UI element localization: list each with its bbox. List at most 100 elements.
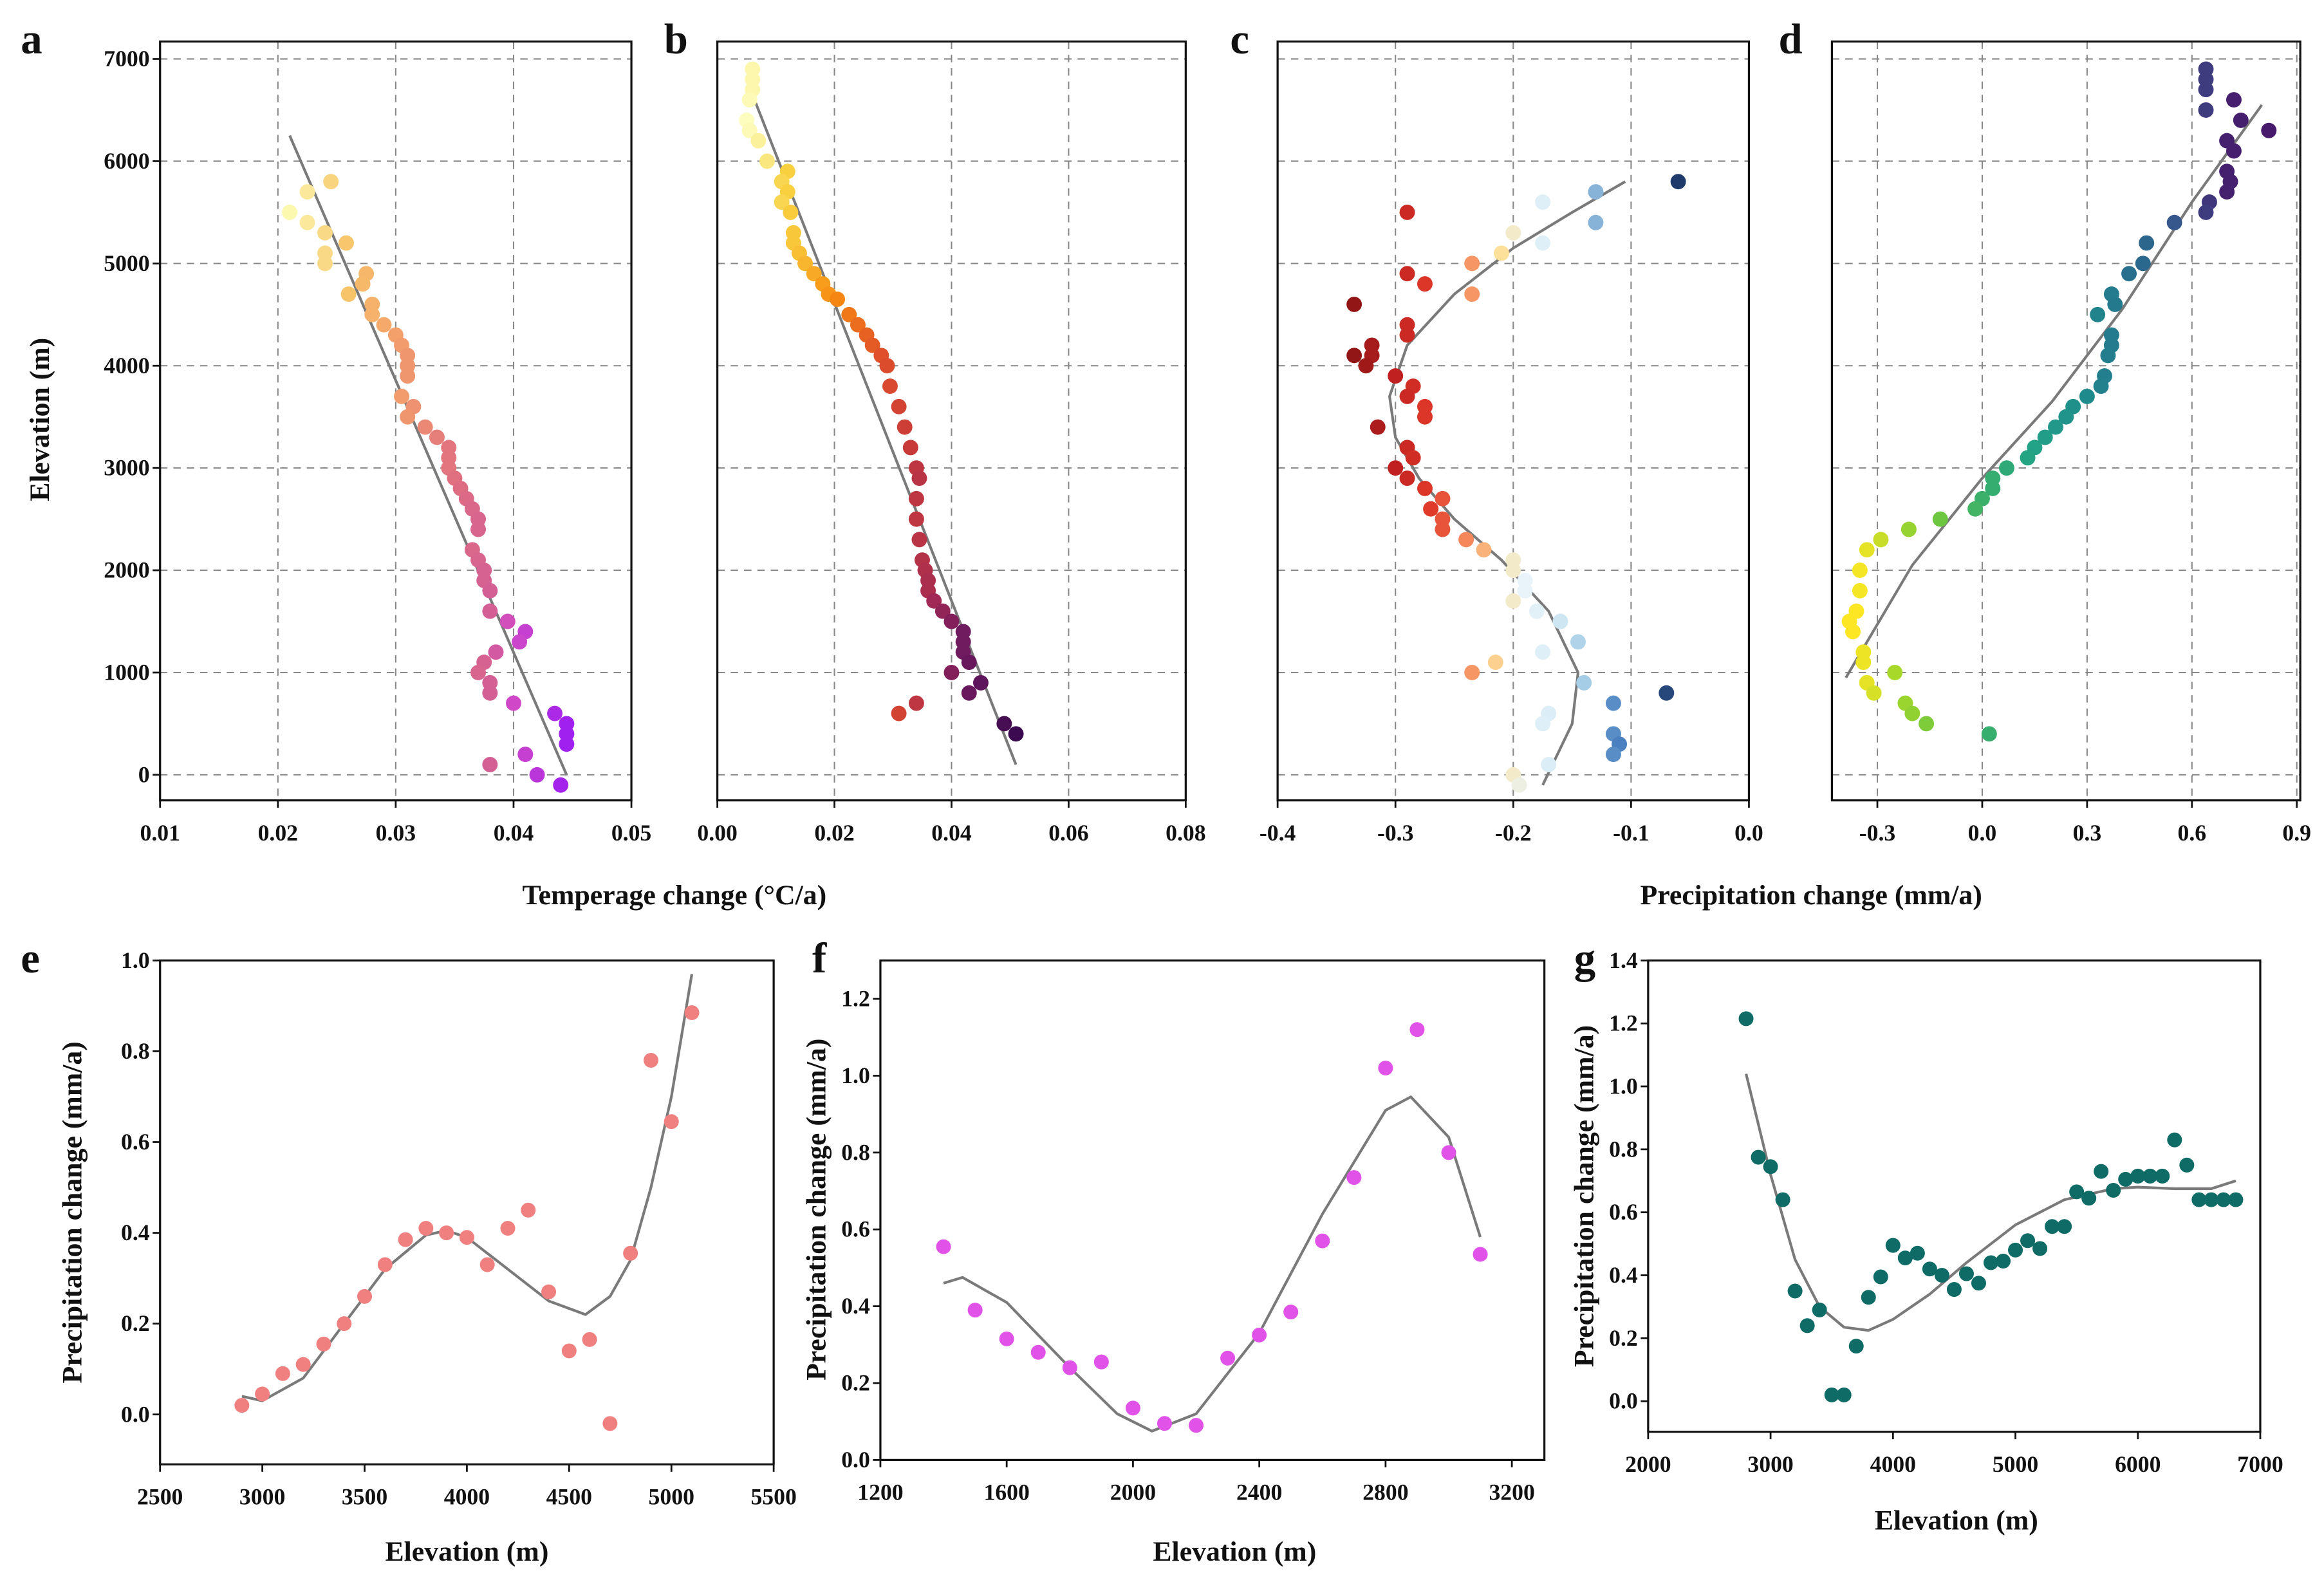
data-point bbox=[774, 194, 790, 210]
data-point bbox=[377, 1257, 393, 1272]
data-point bbox=[561, 1343, 577, 1359]
data-point bbox=[741, 92, 758, 108]
data-point bbox=[1885, 1238, 1901, 1253]
data-point bbox=[1535, 644, 1551, 660]
data-point bbox=[2079, 388, 2095, 404]
plot-frame bbox=[159, 959, 775, 1465]
y-tick-label: 1.0 bbox=[1609, 1073, 1638, 1099]
data-point bbox=[1958, 1266, 1974, 1281]
x-tick-label: 5500 bbox=[750, 1484, 796, 1510]
data-point bbox=[1995, 1254, 2011, 1269]
data-point bbox=[2226, 143, 2242, 159]
fit-curve bbox=[1745, 1073, 2236, 1332]
panel-letter: e bbox=[21, 934, 40, 982]
data-point bbox=[783, 204, 799, 220]
data-point bbox=[323, 174, 339, 190]
data-point bbox=[1859, 542, 1875, 558]
y-tick-label: 2000 bbox=[104, 557, 149, 583]
data-point bbox=[750, 133, 767, 149]
y-axis-title: Precipitation change (mm/a) bbox=[1569, 1025, 1600, 1367]
data-point bbox=[602, 1416, 618, 1431]
x-tick-label: 0.02 bbox=[814, 820, 854, 846]
x-tick-label: 2400 bbox=[1236, 1480, 1282, 1505]
data-point bbox=[1529, 603, 1545, 619]
data-point bbox=[1189, 1418, 1204, 1433]
x-tick-label: 0.04 bbox=[494, 820, 534, 846]
data-point bbox=[488, 644, 504, 660]
data-point bbox=[2008, 1242, 2023, 1258]
data-point bbox=[339, 235, 354, 251]
data-point bbox=[1866, 685, 1882, 701]
data-point bbox=[1799, 1318, 1815, 1334]
data-point bbox=[418, 1221, 434, 1236]
data-point bbox=[1576, 674, 1592, 691]
data-point bbox=[806, 266, 822, 282]
temperature-x-axis-title: Temperage change (°C/a) bbox=[522, 880, 826, 911]
data-point bbox=[2198, 204, 2214, 220]
data-point bbox=[2100, 348, 2116, 364]
data-point bbox=[1897, 1250, 1913, 1266]
data-point bbox=[299, 214, 315, 230]
x-axis-title: Elevation (m) bbox=[1875, 1505, 2038, 1536]
data-point bbox=[1588, 214, 1604, 230]
data-point bbox=[1423, 501, 1439, 517]
data-point bbox=[850, 317, 866, 333]
x-tick-label: 4000 bbox=[1870, 1451, 1916, 1477]
data-point bbox=[517, 747, 534, 763]
x-axis-title: Elevation (m) bbox=[385, 1536, 548, 1567]
data-point bbox=[1855, 655, 1872, 671]
data-point bbox=[1399, 470, 1415, 487]
data-point bbox=[1315, 1233, 1330, 1249]
x-tick-label: 0.9 bbox=[2282, 820, 2311, 846]
y-tick-label: 0.2 bbox=[1609, 1325, 1638, 1351]
data-point bbox=[2069, 1184, 2085, 1200]
data-point bbox=[1588, 184, 1604, 200]
x-tick-label: 2500 bbox=[137, 1484, 183, 1510]
data-point bbox=[2020, 1233, 2036, 1249]
data-point bbox=[2219, 184, 2235, 200]
data-point bbox=[1922, 1261, 1937, 1277]
data-point bbox=[1998, 460, 2014, 476]
y-tick-label: 1.0 bbox=[121, 947, 150, 973]
data-point bbox=[541, 1284, 557, 1299]
data-point bbox=[2057, 1219, 2072, 1234]
data-point bbox=[1535, 235, 1551, 251]
data-point bbox=[317, 225, 333, 241]
data-point bbox=[961, 655, 977, 671]
data-point bbox=[355, 276, 371, 292]
data-point bbox=[2106, 1182, 2121, 1198]
data-point bbox=[394, 388, 410, 404]
data-point bbox=[741, 122, 758, 138]
data-point bbox=[944, 665, 960, 680]
data-point bbox=[2226, 92, 2242, 108]
y-tick-label: 6000 bbox=[104, 148, 149, 174]
data-point bbox=[2233, 112, 2249, 128]
data-point bbox=[1517, 582, 1533, 599]
data-point bbox=[398, 1232, 413, 1247]
data-point bbox=[1458, 532, 1474, 548]
data-point bbox=[1487, 655, 1503, 671]
data-point bbox=[879, 358, 895, 374]
data-point bbox=[972, 674, 989, 691]
data-point bbox=[1852, 562, 1868, 579]
data-point bbox=[275, 1366, 290, 1381]
data-point bbox=[459, 1230, 474, 1245]
data-point bbox=[1873, 1269, 1888, 1285]
data-point bbox=[547, 705, 563, 721]
data-point bbox=[1370, 419, 1386, 435]
panel-c: c -0.4 -0.3 -0.2 -0.1 0.0 bbox=[1230, 15, 1763, 846]
data-point bbox=[2228, 1192, 2244, 1207]
data-point bbox=[2058, 409, 2074, 425]
panel-a: a 0.01 0.02 0.03 0.04 0.05 0 1000 2000 3000 4000 50… bbox=[21, 15, 651, 846]
data-point bbox=[1346, 348, 1362, 364]
panel-b: b 0.00 0.02 0.04 0.06 0.08 bbox=[664, 15, 1206, 846]
x-tick-label: 0.01 bbox=[140, 820, 180, 846]
data-point bbox=[1473, 1247, 1488, 1262]
data-point bbox=[2261, 122, 2277, 138]
data-point bbox=[364, 306, 380, 322]
x-tick-label: -0.3 bbox=[1377, 820, 1414, 846]
data-point bbox=[2179, 1157, 2195, 1173]
x-tick-label: 0.00 bbox=[697, 820, 737, 846]
data-point bbox=[357, 1288, 373, 1304]
x-tick-label: 1200 bbox=[857, 1480, 903, 1505]
